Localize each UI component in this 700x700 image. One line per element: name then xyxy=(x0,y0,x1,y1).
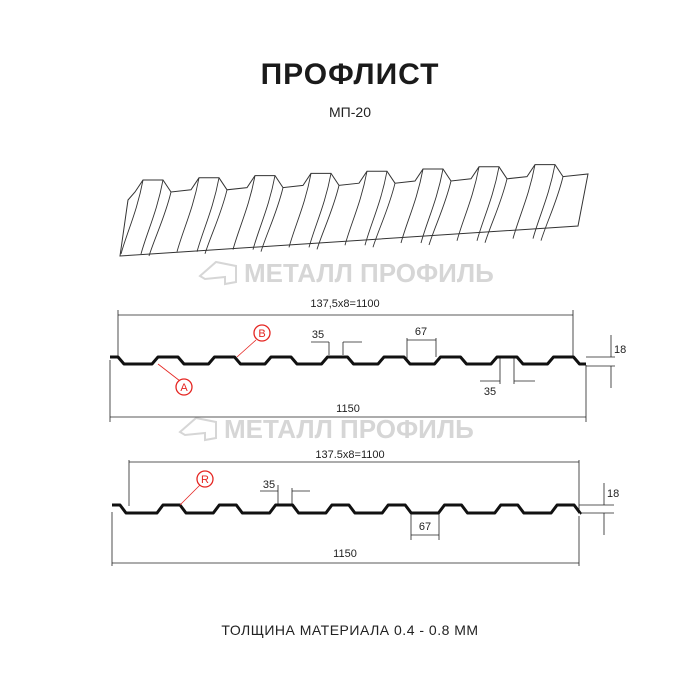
width-label: 1150 xyxy=(336,403,360,415)
top-width-label: 35 xyxy=(312,329,324,341)
sheet-rib xyxy=(456,166,508,243)
marker-a-text: A xyxy=(180,382,188,394)
profile-b xyxy=(111,460,614,566)
sheet-3d-view xyxy=(119,164,589,257)
rib-width-label: 67 xyxy=(419,521,431,533)
width-label: 1150 xyxy=(333,548,357,560)
height-label: 18 xyxy=(607,488,619,500)
watermark-middle: МЕТАЛЛ ПРОФИЛЬ xyxy=(178,414,474,444)
rib-width-label: 67 xyxy=(415,326,427,338)
sheet-rib xyxy=(512,164,564,241)
sheet-rib xyxy=(288,173,340,250)
marker-b-text: B xyxy=(258,328,265,340)
sheet-rib xyxy=(176,177,228,254)
watermark-top: МЕТАЛЛ ПРОФИЛЬ xyxy=(198,258,494,288)
logo-icon xyxy=(178,416,217,442)
page-title: ПРОФЛИСТ xyxy=(260,58,440,91)
sheet-rib xyxy=(344,171,396,248)
marker-a: A xyxy=(157,363,193,396)
pitch-label: 137,5x8=1100 xyxy=(310,298,379,310)
sheet-rib xyxy=(120,179,172,257)
sheet-rib xyxy=(400,168,452,246)
watermark-text: МЕТАЛЛ ПРОФИЛЬ xyxy=(244,258,494,288)
pitch-label: 137.5x8=1100 xyxy=(315,449,384,461)
height-label: 18 xyxy=(614,344,626,356)
watermark-text: МЕТАЛЛ ПРОФИЛЬ xyxy=(224,414,474,444)
marker-b: B xyxy=(236,324,271,358)
logo-icon xyxy=(198,260,237,286)
profile-a-line xyxy=(110,355,586,366)
top-width-label: 35 xyxy=(263,479,275,491)
marker-r-text: R xyxy=(201,474,209,486)
bottom-width-label: 35 xyxy=(484,386,496,398)
marker-r: R xyxy=(179,470,214,506)
model-subtitle: МП-20 xyxy=(329,104,371,120)
profile-b-line xyxy=(112,503,582,515)
profile-a xyxy=(109,310,615,422)
material-thickness-note: ТОЛЩИНА МАТЕРИАЛА 0.4 - 0.8 ММ xyxy=(221,622,479,638)
sheet-rib xyxy=(232,175,284,252)
